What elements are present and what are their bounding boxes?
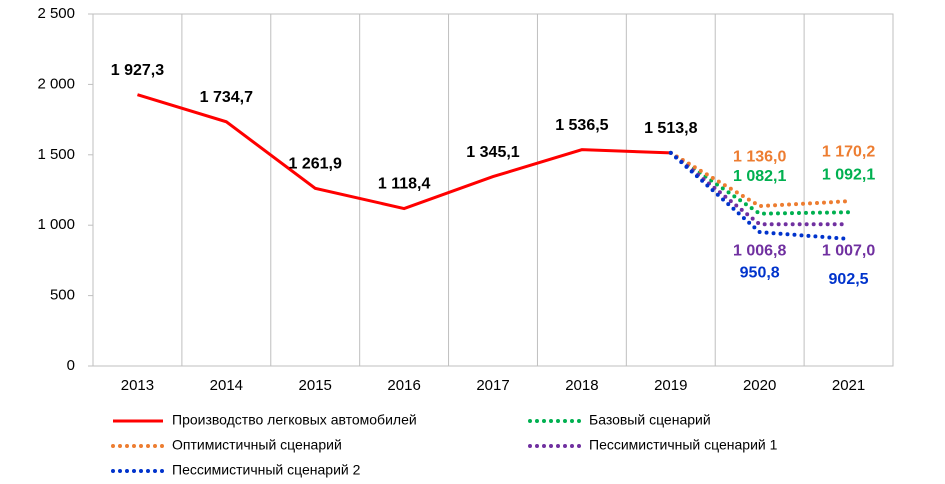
y-tick-label: 2 000 xyxy=(37,75,75,92)
legend-label: Пессимистичный сценарий 2 xyxy=(172,462,361,478)
value-label: 1 136,0 xyxy=(733,148,786,165)
series-line xyxy=(668,150,851,209)
x-tick-label: 2015 xyxy=(299,377,332,394)
x-tick-label: 2017 xyxy=(476,377,509,394)
series-line xyxy=(137,93,671,211)
legend-label: Производство легковых автомобилей xyxy=(172,412,417,428)
value-label: 950,8 xyxy=(740,264,780,281)
value-label: 1 170,2 xyxy=(822,143,875,160)
x-tick-label: 2014 xyxy=(210,377,243,394)
y-tick-label: 1 500 xyxy=(37,146,75,163)
legend-label: Базовый сценарий xyxy=(589,412,711,428)
y-tick-label: 500 xyxy=(50,287,75,304)
x-tick-label: 2020 xyxy=(743,377,776,394)
value-label: 1 734,7 xyxy=(200,89,253,106)
y-tick-label: 1 000 xyxy=(37,216,75,233)
value-label: 1 007,0 xyxy=(822,242,875,259)
plot-frame xyxy=(92,13,894,367)
series-line xyxy=(668,150,851,227)
value-label: 1 092,1 xyxy=(822,166,875,183)
x-tick-label: 2016 xyxy=(387,377,420,394)
series-line xyxy=(668,150,851,216)
value-label: 1 536,5 xyxy=(555,117,608,134)
legend-label: Оптимистичный сценарий xyxy=(172,437,342,453)
value-label: 1 118,4 xyxy=(378,176,431,193)
value-label: 1 513,8 xyxy=(644,120,697,137)
y-tick-label: 2 500 xyxy=(37,5,75,22)
legend-label: Пессимистичный сценарий 1 xyxy=(589,437,778,453)
value-label: 1 006,8 xyxy=(733,242,786,259)
value-label: 1 927,3 xyxy=(111,62,164,79)
x-tick-label: 2018 xyxy=(565,377,598,394)
x-tick-label: 2021 xyxy=(832,377,865,394)
y-tick-label: 0 xyxy=(67,357,75,374)
x-tick-label: 2013 xyxy=(121,377,154,394)
series-line xyxy=(668,150,851,241)
value-label: 902,5 xyxy=(829,271,869,288)
x-tick-label: 2019 xyxy=(654,377,687,394)
value-label: 1 082,1 xyxy=(733,168,786,185)
value-label: 1 261,9 xyxy=(289,156,342,173)
value-label: 1 345,1 xyxy=(466,144,519,161)
